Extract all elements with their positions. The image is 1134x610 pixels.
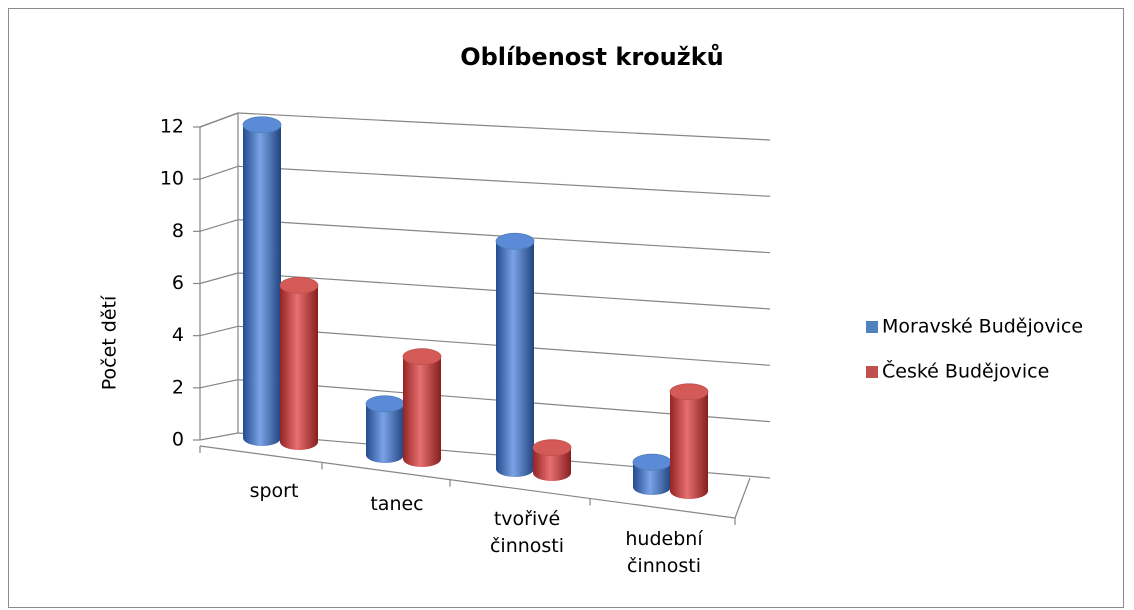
grid-line [199, 379, 239, 389]
grid-line [199, 272, 239, 285]
legend-label: Moravské Budějovice [882, 316, 1083, 338]
bar [279, 276, 319, 450]
legend-label: České Budějovice [882, 359, 1049, 383]
x-tick-label: sport [249, 480, 299, 502]
bar [402, 348, 442, 467]
axis-line [734, 477, 751, 519]
y-tick-label: 10 [160, 168, 184, 190]
bar-body [533, 447, 571, 481]
bar-body [670, 391, 708, 499]
x-tick-label: tvořivé činnosti [489, 508, 565, 557]
grid-line [237, 165, 771, 197]
y-tick-label: 2 [172, 376, 184, 398]
legend-swatch [866, 366, 878, 378]
bar [495, 232, 535, 477]
bar-body [243, 124, 281, 447]
bar [632, 453, 672, 495]
y-tick-label: 8 [172, 220, 184, 242]
bar-body [496, 241, 534, 477]
bar-top [632, 453, 672, 471]
bar [242, 116, 282, 447]
bar-top [669, 383, 709, 401]
bar [365, 395, 405, 463]
bar-top [279, 276, 319, 294]
x-tick-label: tanec [370, 493, 424, 515]
grid-line [199, 325, 239, 337]
grid-line [199, 432, 239, 441]
grid-line [199, 165, 239, 180]
grid-line [237, 112, 771, 141]
y-axis-label: Počet dětí [99, 295, 121, 390]
bar-top [495, 232, 535, 250]
legend-swatch [866, 321, 878, 333]
bar-top [242, 116, 282, 134]
x-tick-label: hudební činnosti [625, 528, 703, 577]
bar-top [532, 439, 572, 457]
bar-body [633, 462, 671, 495]
bar [532, 439, 572, 481]
chart-title: Oblíbenost kroužků [460, 43, 724, 71]
bar-body [403, 356, 441, 467]
chart-frame [8, 8, 1124, 608]
y-tick-label: 6 [172, 272, 184, 294]
bar-top [365, 395, 405, 413]
bar-top [402, 348, 442, 366]
bar-body [280, 285, 318, 450]
y-tick-label: 0 [172, 429, 184, 451]
y-tick-label: 4 [172, 324, 184, 346]
axis-line [199, 445, 736, 519]
grid-line [199, 219, 239, 232]
grid-line [199, 112, 239, 128]
bar-body [366, 403, 404, 463]
y-tick-label: 12 [160, 116, 184, 138]
bar [669, 383, 709, 499]
